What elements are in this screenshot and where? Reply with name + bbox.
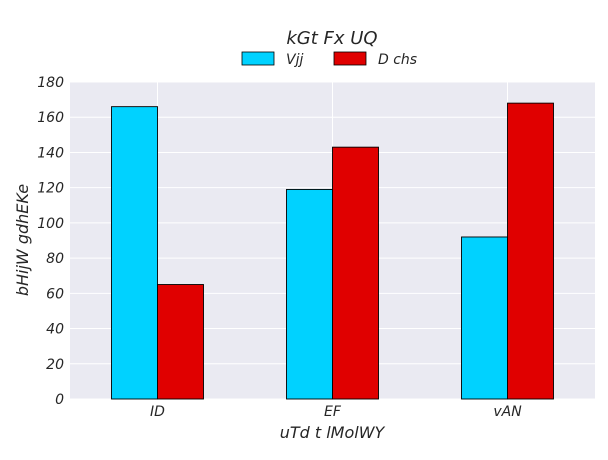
y-tick-label: 80 [46, 251, 64, 267]
legend-swatch-series-2 [333, 51, 367, 66]
x-axis-label: uTd t lMolWY [280, 423, 386, 442]
y-tick-label: 0 [55, 392, 64, 408]
y-tick-label: 140 [37, 145, 64, 161]
y-tick-label: 60 [46, 286, 64, 302]
y-tick-label: 160 [37, 110, 64, 126]
bars [111, 102, 554, 400]
bar-series-2 [157, 284, 204, 400]
y-tick-label: 20 [46, 357, 64, 373]
legend-label-series-2: D chs [378, 52, 417, 68]
legend-swatch-series-1 [241, 51, 275, 66]
bar-series-1 [286, 188, 333, 400]
y-tick-label: 180 [37, 75, 64, 91]
x-tick-label: EF [324, 404, 342, 420]
y-tick-label: 100 [37, 216, 64, 232]
y-axis-label: bHijW gdhEKe [13, 184, 32, 296]
bar-series-1 [461, 236, 508, 400]
bar-series-2 [507, 102, 554, 400]
y-tick-label: 120 [37, 181, 64, 197]
x-tick-label: ID [150, 404, 165, 420]
legend-label-series-1: Vjj [286, 52, 303, 68]
chart-title: kGt Fx UQ [286, 28, 377, 49]
x-tick-label: vAN [493, 404, 522, 420]
y-axis-ticks: 0 20 40 60 80 100 120 140 160 180 [37, 75, 64, 408]
x-axis-ticks: ID EF vAN [150, 404, 522, 420]
bar-series-2 [332, 146, 379, 400]
legend: Vjj D chs [241, 51, 417, 68]
y-tick-label: 40 [46, 322, 64, 338]
bar-series-1 [111, 106, 158, 400]
